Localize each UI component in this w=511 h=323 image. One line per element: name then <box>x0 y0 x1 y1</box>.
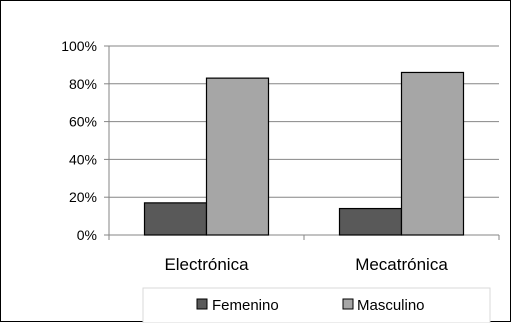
bars <box>143 71 465 236</box>
bar-masculino-mecatrónica <box>400 71 465 236</box>
x-category-labels: Electrónica Mecatrónica <box>164 255 448 274</box>
legend-box <box>142 287 491 323</box>
bar-femenino-electrónica <box>143 202 208 236</box>
bar-masculino-electrónica <box>205 77 270 236</box>
legend-label-masculino: Masculino <box>357 297 425 314</box>
y-tick-label: 80% <box>69 76 97 92</box>
y-tick-label: 40% <box>69 151 97 167</box>
x-category-label: Electrónica <box>164 255 249 274</box>
y-tick-label: 60% <box>69 114 97 130</box>
legend-swatch-masculino <box>342 298 354 310</box>
y-tick-labels: 0% 20% 40% 60% 80% 100% <box>61 38 97 243</box>
legend-swatch-femenino <box>196 298 208 310</box>
y-tick-label: 0% <box>77 227 97 243</box>
legend-label-femenino: Femenino <box>212 297 279 314</box>
bar-femenino-mecatrónica <box>338 207 403 236</box>
y-tick-label: 100% <box>61 38 97 54</box>
y-tick-label: 20% <box>69 189 97 205</box>
x-category-label: Mecatrónica <box>355 255 448 274</box>
legend: Femenino Masculino <box>142 287 491 323</box>
